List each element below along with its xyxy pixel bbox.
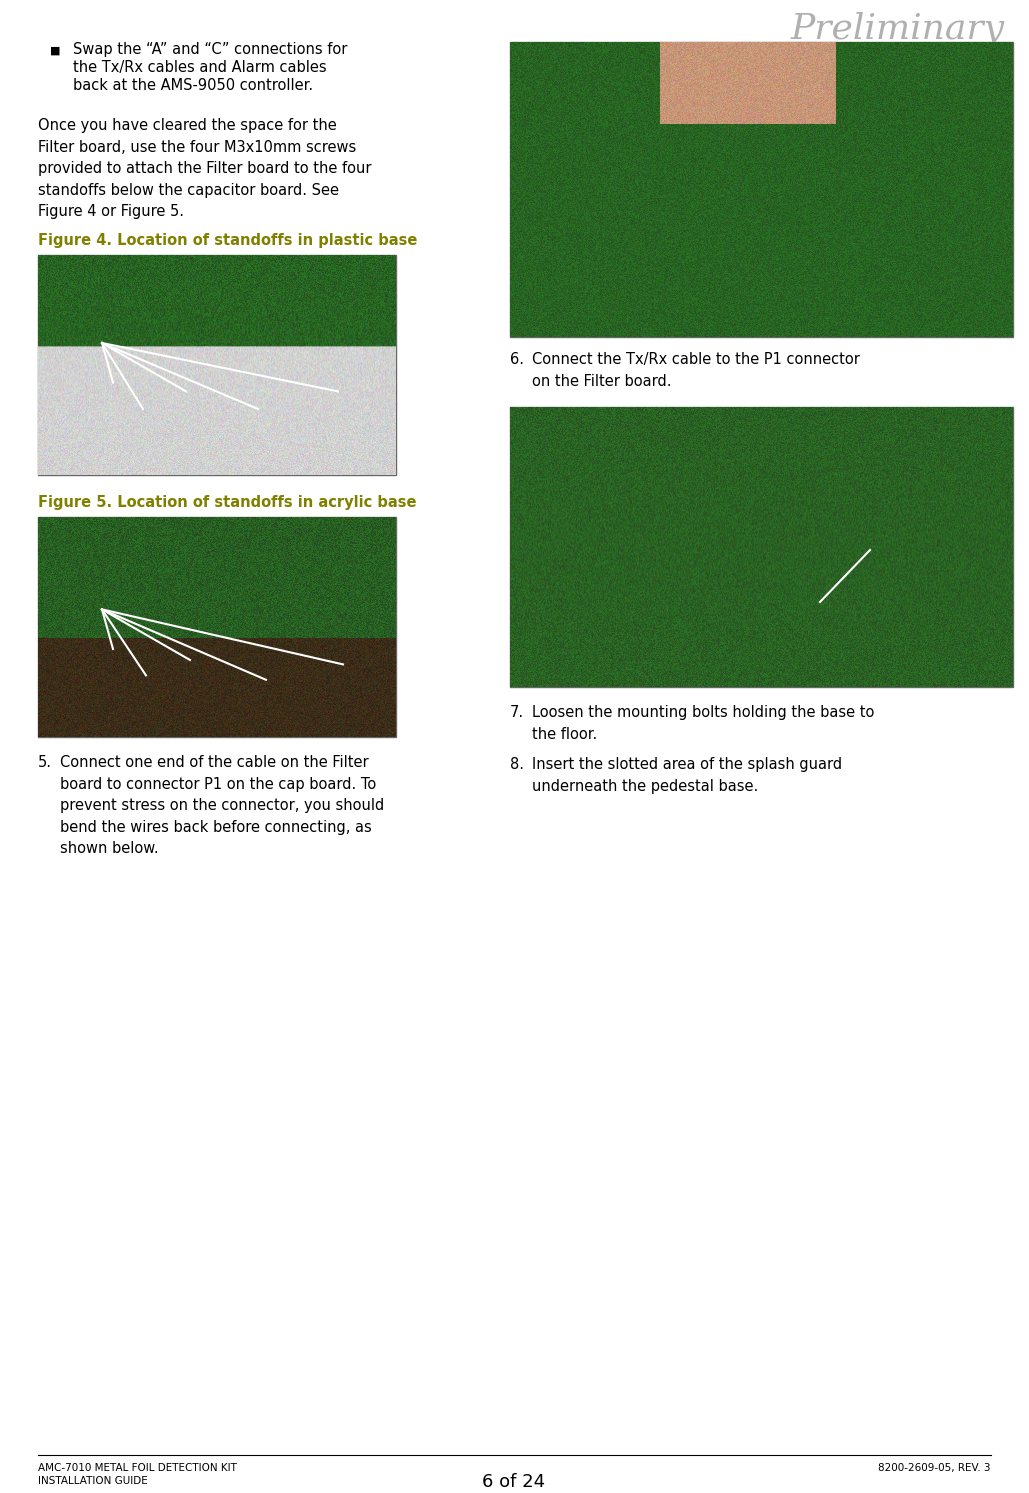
Text: Figure 5. Location of standoffs in acrylic base: Figure 5. Location of standoffs in acryl…: [38, 496, 417, 511]
Bar: [510, 408, 1013, 687]
Text: INSTALLATION GUIDE: INSTALLATION GUIDE: [38, 1477, 148, 1486]
Text: 8.: 8.: [510, 757, 524, 772]
Text: Insert the slotted area of the splash guard
underneath the pedestal base.: Insert the slotted area of the splash gu…: [532, 757, 842, 794]
Text: back at the AMS-9050 controller.: back at the AMS-9050 controller.: [73, 78, 313, 93]
Text: Standoffs: Standoffs: [50, 603, 114, 617]
Text: Transceiver
cable: Transceiver cable: [865, 512, 942, 540]
Text: Loosen the mounting bolts holding the base to
the floor.: Loosen the mounting bolts holding the ba…: [532, 705, 875, 742]
Text: Connect the Tx/Rx cable to the P1 connector
on the Filter board.: Connect the Tx/Rx cable to the P1 connec…: [532, 352, 860, 388]
Text: 5.: 5.: [38, 755, 52, 770]
Text: 8200-2609-05, REV. 3: 8200-2609-05, REV. 3: [879, 1463, 991, 1474]
Text: Once you have cleared the space for the
Filter board, use the four M3x10mm screw: Once you have cleared the space for the …: [38, 118, 371, 219]
Text: 6.: 6.: [510, 352, 524, 367]
Text: AMC-7010 METAL FOIL DETECTION KIT: AMC-7010 METAL FOIL DETECTION KIT: [38, 1463, 237, 1474]
Text: Figure 4. Location of standoffs in plastic base: Figure 4. Location of standoffs in plast…: [38, 233, 418, 248]
Text: 7.: 7.: [510, 705, 524, 720]
Text: Connect one end of the cable on the Filter
board to connector P1 on the cap boar: Connect one end of the cable on the Filt…: [60, 755, 384, 857]
Text: ■: ■: [50, 46, 61, 57]
Text: 6 of 24: 6 of 24: [483, 1474, 545, 1492]
Text: Preliminary: Preliminary: [791, 12, 1005, 46]
Text: P1: P1: [528, 434, 545, 448]
Bar: [510, 42, 1013, 337]
Bar: [38, 517, 396, 738]
Bar: [38, 255, 396, 475]
Text: Swap the “A” and “C” connections for: Swap the “A” and “C” connections for: [73, 42, 348, 57]
Text: Standoffs: Standoffs: [50, 336, 114, 349]
Text: the Tx/Rx cables and Alarm cables: the Tx/Rx cables and Alarm cables: [73, 60, 326, 75]
